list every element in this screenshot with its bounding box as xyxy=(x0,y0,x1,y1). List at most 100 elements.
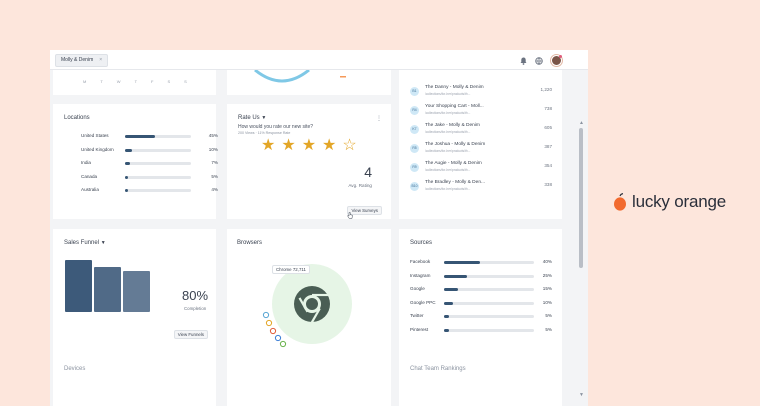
star-icon[interactable]: ★ xyxy=(322,137,337,154)
browser-bubble xyxy=(262,311,270,319)
scroll-down-icon[interactable]: ▼ xyxy=(579,392,584,398)
source-row: Pinterest 5% xyxy=(410,326,552,333)
flag-icon xyxy=(67,160,75,166)
survey-question: How would you rate our new site? xyxy=(238,124,314,130)
flag-icon xyxy=(67,133,75,139)
location-bar-fill xyxy=(125,189,128,192)
weekday-label: M xyxy=(83,79,87,84)
locations-card: Locations United States 45% United Kingdom… xyxy=(53,104,218,219)
rate-us-title[interactable]: Rate Us ▼ xyxy=(238,115,266,121)
sales-funnel-title[interactable]: Sales Funnel ▼ xyxy=(64,240,106,246)
location-bar-track xyxy=(125,162,191,165)
view-funnels-button[interactable]: View Funnels xyxy=(173,330,208,339)
source-bar-track xyxy=(444,261,534,264)
location-row: United States 45% xyxy=(67,133,218,139)
rate-us-card: Rate Us ▼ ⋮ How would you rate our new s… xyxy=(227,104,391,219)
average-rating-label: Avg. Rating xyxy=(348,183,372,188)
source-name: Instagram xyxy=(410,272,431,278)
chrome-tooltip: Chrome 72,711 xyxy=(272,265,310,274)
source-bar-track xyxy=(444,328,534,332)
site-tab[interactable]: Molly & Denim × xyxy=(55,54,109,67)
completion-percent: 80% xyxy=(182,288,209,303)
location-bar-fill xyxy=(125,175,129,179)
source-percent: 5% xyxy=(545,326,552,332)
source-name: Twitter xyxy=(410,313,424,318)
star-icon[interactable]: ★ xyxy=(261,137,276,154)
site-tab-label: Molly & Denim xyxy=(61,57,94,63)
more-options-icon[interactable]: ⋮ xyxy=(376,116,382,122)
country-name: United Kingdom xyxy=(81,146,114,152)
source-bar-fill xyxy=(444,301,453,305)
weekday-label: S xyxy=(167,79,171,84)
recording-badge: B1 xyxy=(410,87,419,96)
recording-row[interactable]: B1 The Danny - Molly & Denim/collections/… xyxy=(410,85,552,99)
recording-url: /collections/for-her/products/th... xyxy=(425,92,471,96)
source-bar-track xyxy=(444,301,534,305)
recording-title: The Joshua - Molly & Denim xyxy=(425,142,486,147)
recording-url: /collections/for-her/products/th... xyxy=(425,130,471,134)
user-avatar[interactable] xyxy=(551,55,562,66)
recording-row[interactable]: R9 The Augie - Molly & Denim/collections/… xyxy=(410,161,552,175)
location-bar-track xyxy=(125,135,191,138)
source-bar-track xyxy=(444,274,534,278)
view-surveys-button[interactable]: View Surveys xyxy=(347,206,382,215)
star-icon[interactable]: ☆ xyxy=(342,137,357,154)
chat-rankings-title: Chat Team Rankings xyxy=(410,366,466,372)
brand-name: lucky orange xyxy=(632,192,726,211)
location-percent: 4% xyxy=(211,187,218,192)
scrollbar[interactable]: ▲ ▼ xyxy=(578,70,585,406)
country-name: Canada xyxy=(81,173,98,179)
devices-card: Devices xyxy=(53,355,216,406)
recording-url: /collections/for-her/products/th... xyxy=(425,168,471,172)
calendar-card: M T W T F S S xyxy=(53,70,216,95)
location-percent: 5% xyxy=(211,173,218,179)
recording-count: 354 xyxy=(544,163,552,168)
location-percent: 45% xyxy=(208,133,218,138)
completion-label: Completion xyxy=(184,306,207,311)
close-icon[interactable]: × xyxy=(99,57,103,63)
location-row: United Kingdom 10% xyxy=(67,146,218,153)
browser-bubble xyxy=(274,334,282,342)
recording-url: /collections/for-her/products/th... xyxy=(425,187,471,191)
flag-icon xyxy=(67,147,75,153)
weekday-label: S xyxy=(184,79,187,84)
source-row: Instagram 25% xyxy=(410,272,552,279)
rating-stars: ★ ★ ★ ★ ☆ xyxy=(261,138,357,154)
recording-count: 605 xyxy=(544,125,552,130)
country-name: Australia xyxy=(81,187,99,192)
source-bar-fill xyxy=(444,274,467,278)
source-bar-track xyxy=(444,315,534,318)
recording-url: /collections/for-her/products/th... xyxy=(425,111,471,115)
weekday-label: T xyxy=(100,79,103,84)
caret-down-icon: ▼ xyxy=(100,240,106,246)
star-icon[interactable]: ★ xyxy=(281,137,296,154)
source-percent: 25% xyxy=(542,272,552,278)
average-rating-value: 4 xyxy=(364,164,372,180)
scroll-up-icon[interactable]: ▲ xyxy=(579,120,584,126)
recording-row[interactable]: R5 The Joshua - Molly & Denim/collections… xyxy=(410,142,552,156)
brand-logo: lucky orange xyxy=(613,192,726,212)
recording-title: Your Shopping Cart - Moll... xyxy=(425,104,484,109)
flag-icon xyxy=(67,174,75,180)
globe-icon[interactable] xyxy=(535,56,543,65)
location-bar-fill xyxy=(125,135,155,138)
country-name: United States xyxy=(81,133,109,138)
recordings-card: B1 The Danny - Molly & Denim/collections/… xyxy=(399,70,562,219)
source-percent: 5% xyxy=(545,313,552,318)
recording-badge: R4 xyxy=(410,106,419,115)
source-bar-fill xyxy=(444,261,480,264)
recording-row[interactable]: B10 The Bradley - Molly & Den... /collecti… xyxy=(410,180,552,194)
recording-row[interactable]: R4 Your Shopping Cart - Moll... /collectio… xyxy=(410,104,552,118)
recording-row[interactable]: K7 The Jake - Molly & Denim/collections/f… xyxy=(410,123,552,137)
weekday-labels: M T W T F S S xyxy=(83,79,187,84)
rate-us-title-label: Rate Us xyxy=(238,115,260,121)
location-row: Canada 5% xyxy=(67,173,218,180)
locations-title: Locations xyxy=(64,115,90,121)
source-percent: 15% xyxy=(542,286,552,291)
scroll-thumb[interactable] xyxy=(579,128,583,268)
recording-badge: R9 xyxy=(410,163,419,172)
browser-bubble xyxy=(265,319,273,327)
bell-icon[interactable] xyxy=(520,57,527,65)
recording-badge: B10 xyxy=(410,182,419,191)
star-icon[interactable]: ★ xyxy=(301,137,317,154)
